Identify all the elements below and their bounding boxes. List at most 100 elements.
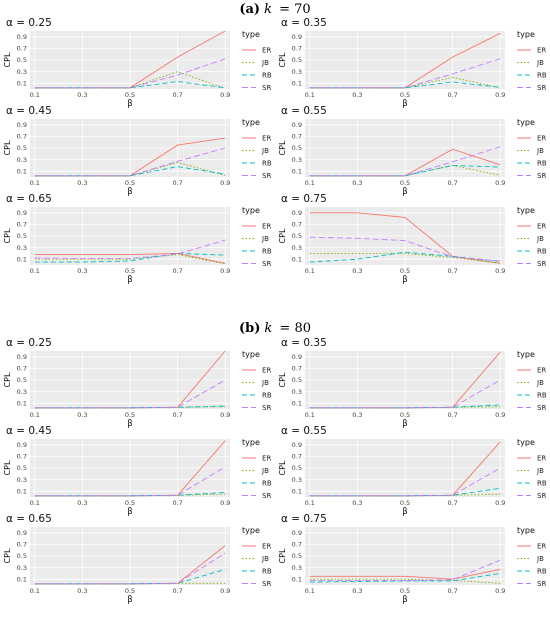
panel-title: α = 0.35 xyxy=(281,337,327,349)
legend-label: SR xyxy=(262,580,271,588)
chart-panel: α = 0.55 0.1 0.3 0.5 0.7 0.9 0.1 0.3 0.5 0.7 0.9 β C… xyxy=(278,425,547,517)
legend-label: SR xyxy=(537,84,546,92)
chart-panel: α = 0.65 0.1 0.3 0.5 0.7 0.9 0.1 0.3 0.5 0.7 0.9 β C… xyxy=(3,193,272,285)
x-axis-label: β xyxy=(127,507,132,517)
x-tick-label: 0.9 xyxy=(495,499,505,507)
y-tick-label: 0.1 xyxy=(292,399,302,407)
series-line-sr xyxy=(309,236,501,262)
section-a-k: k xyxy=(264,2,272,17)
chart-panel: α = 0.35 0.1 0.3 0.5 0.7 0.9 0.1 0.3 0.5 0.7 0.9 β C… xyxy=(278,337,547,429)
legend-label: SR xyxy=(262,172,271,180)
legend-label: JB xyxy=(261,555,269,563)
x-tick-label: 0.3 xyxy=(77,411,87,419)
section-b-k-value: 80 xyxy=(294,321,311,336)
legend-label: SR xyxy=(262,404,271,412)
series-line-sr xyxy=(309,379,501,409)
legend-title: type xyxy=(517,206,535,215)
section-title-b: (b) k = 80 xyxy=(239,321,311,336)
x-tick-label: 0.3 xyxy=(352,587,362,595)
chart-panel: α = 0.65 0.1 0.3 0.5 0.7 0.9 0.1 0.3 0.5 0.7 0.9 β C… xyxy=(3,513,272,605)
legend-title: type xyxy=(242,350,260,359)
x-axis-label: β xyxy=(127,275,132,285)
panel-title: α = 0.55 xyxy=(281,105,327,117)
x-tick-label: 0.3 xyxy=(352,179,362,187)
legend-label: ER xyxy=(537,543,546,551)
section-a-k-value: 70 xyxy=(294,2,311,17)
legend-label: SR xyxy=(262,260,271,268)
x-axis-label: β xyxy=(127,595,132,605)
x-axis-label: β xyxy=(402,507,407,517)
x-tick-label: 0.3 xyxy=(77,267,87,275)
panel-title: α = 0.25 xyxy=(6,17,52,29)
y-tick-label: 0.5 xyxy=(17,376,27,384)
y-axis-label: CPL xyxy=(278,460,287,475)
x-tick-label: 0.5 xyxy=(125,411,135,419)
y-tick-label: 0.9 xyxy=(292,441,302,449)
y-axis-label: CPL xyxy=(3,52,12,67)
x-tick-label: 0.3 xyxy=(352,411,362,419)
x-tick-label: 0.7 xyxy=(172,411,182,419)
x-tick-label: 0.9 xyxy=(495,587,505,595)
y-tick-label: 0.1 xyxy=(292,255,302,263)
legend-label: RB xyxy=(537,248,547,256)
x-tick-label: 0.9 xyxy=(495,179,505,187)
legend-title: type xyxy=(242,118,260,127)
legend-title: type xyxy=(517,438,535,447)
y-tick-label: 0.1 xyxy=(17,167,27,175)
panel-title: α = 0.45 xyxy=(6,425,52,437)
y-tick-label: 0.7 xyxy=(292,45,302,53)
legend-label: RB xyxy=(262,480,272,488)
panel-title: α = 0.65 xyxy=(6,513,52,525)
x-tick-label: 0.9 xyxy=(495,91,505,99)
x-tick-label: 0.5 xyxy=(125,91,135,99)
x-tick-label: 0.1 xyxy=(30,411,40,419)
x-axis-label: β xyxy=(127,99,132,109)
y-tick-label: 0.5 xyxy=(17,232,27,240)
chart-panel: α = 0.45 0.1 0.3 0.5 0.7 0.9 0.1 0.3 0.5 0.7 0.9 β C… xyxy=(3,105,272,197)
legend-label: SR xyxy=(537,172,546,180)
x-tick-label: 0.5 xyxy=(400,179,410,187)
legend-label: ER xyxy=(537,47,546,55)
y-axis-label: CPL xyxy=(278,140,287,155)
legend-label: SR xyxy=(262,84,271,92)
section-a-label: (a) xyxy=(239,2,260,17)
legend-label: JB xyxy=(536,467,544,475)
x-axis-label: β xyxy=(402,187,407,197)
y-tick-label: 0.9 xyxy=(17,121,27,129)
y-tick-label: 0.5 xyxy=(292,56,302,64)
y-axis-label: CPL xyxy=(3,372,12,387)
y-tick-label: 0.3 xyxy=(292,68,302,76)
legend-label: JB xyxy=(536,147,544,155)
legend-label: JB xyxy=(536,555,544,563)
x-tick-label: 0.5 xyxy=(400,411,410,419)
y-tick-label: 0.1 xyxy=(292,575,302,583)
y-tick-label: 0.3 xyxy=(17,564,27,572)
y-tick-label: 0.1 xyxy=(292,487,302,495)
x-tick-label: 0.1 xyxy=(305,587,315,595)
series-line-er xyxy=(34,252,226,264)
chart-panel: α = 0.25 0.1 0.3 0.5 0.7 0.9 0.1 0.3 0.5 0.7 0.9 β C… xyxy=(3,337,272,429)
y-tick-label: 0.7 xyxy=(17,365,27,373)
x-axis-label: β xyxy=(127,187,132,197)
series-line-sr xyxy=(309,58,501,89)
y-tick-label: 0.5 xyxy=(292,552,302,560)
y-tick-label: 0.7 xyxy=(292,221,302,229)
y-tick-label: 0.3 xyxy=(17,388,27,396)
x-tick-label: 0.5 xyxy=(400,499,410,507)
y-tick-label: 0.1 xyxy=(17,399,27,407)
series-line-sr xyxy=(34,239,226,260)
x-tick-label: 0.3 xyxy=(77,179,87,187)
x-tick-label: 0.3 xyxy=(352,499,362,507)
x-axis-label: β xyxy=(402,99,407,109)
x-tick-label: 0.7 xyxy=(447,91,457,99)
y-tick-label: 0.7 xyxy=(17,541,27,549)
x-axis-label: β xyxy=(402,595,407,605)
x-tick-label: 0.5 xyxy=(400,267,410,275)
y-axis-label: CPL xyxy=(278,228,287,243)
x-tick-label: 0.5 xyxy=(400,91,410,99)
y-tick-label: 0.3 xyxy=(292,388,302,396)
x-tick-label: 0.9 xyxy=(495,267,505,275)
x-tick-label: 0.3 xyxy=(352,267,362,275)
y-tick-label: 0.5 xyxy=(17,144,27,152)
x-tick-label: 0.9 xyxy=(220,91,230,99)
